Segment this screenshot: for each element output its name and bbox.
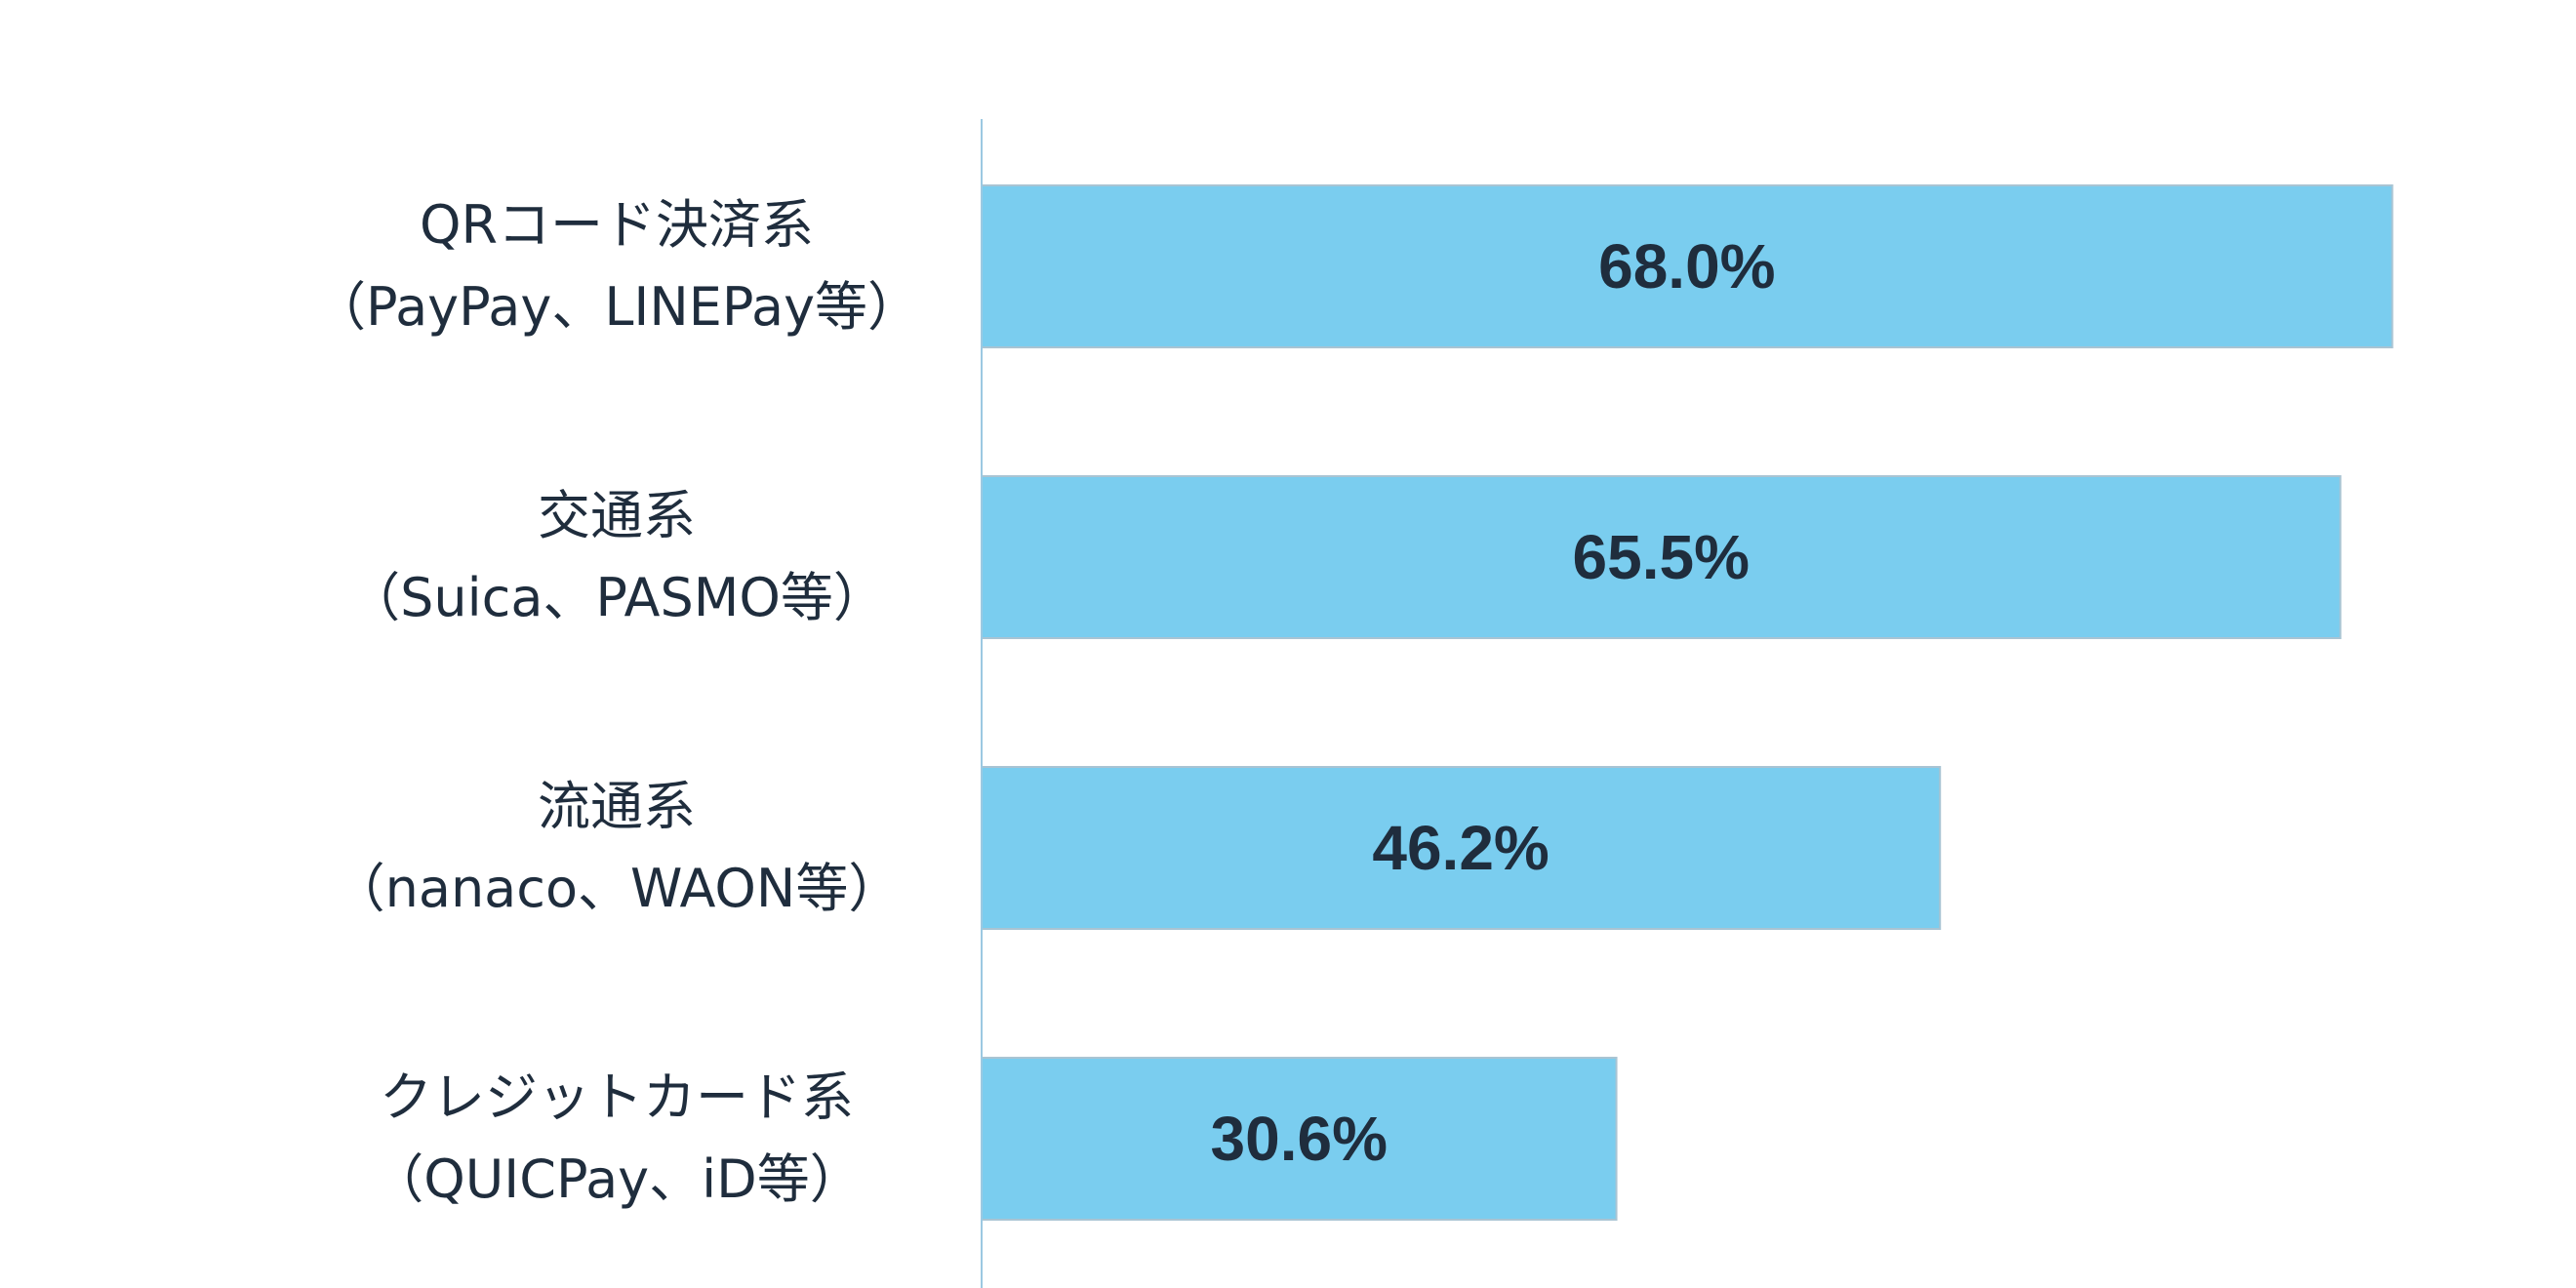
bar-2 xyxy=(981,766,1942,930)
bar-value-label: 30.6% xyxy=(1211,1104,1388,1174)
value-labels: 68.0% 65.5% 46.2% 30.6% xyxy=(1211,231,1776,1174)
bar-value-label: 65.5% xyxy=(1573,522,1750,592)
category-label: QRコード決済系 xyxy=(420,194,814,256)
category-label: 交通系 xyxy=(538,485,696,546)
bar-3 xyxy=(981,1057,1618,1221)
category-sublabel: （nanaco、WAON等） xyxy=(333,858,902,919)
category-label: クレジットカード系 xyxy=(380,1067,854,1128)
category-sublabel: （PayPay、LINEPay等） xyxy=(313,276,920,338)
category-label: 流通系 xyxy=(538,776,696,837)
bar-value-label: 46.2% xyxy=(1372,813,1549,883)
category-sublabel: （QUICPay、iD等） xyxy=(371,1148,862,1210)
bar-0 xyxy=(981,184,2394,348)
bar-value-label: 68.0% xyxy=(1598,231,1775,302)
bars xyxy=(981,184,2394,1221)
bar-1 xyxy=(981,475,2342,639)
category-sublabel: （Suica、PASMO等） xyxy=(347,567,886,628)
category-labels: QRコード決済系 （PayPay、LINEPay等） 交通系 （Suica、PASMO… xyxy=(313,194,920,1210)
